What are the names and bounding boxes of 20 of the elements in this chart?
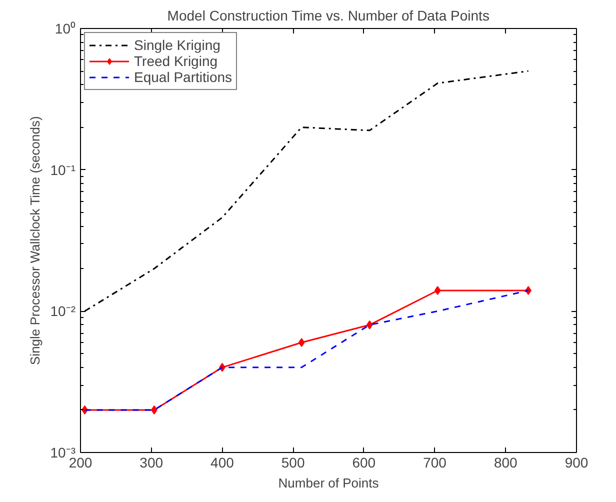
point: [366, 320, 373, 330]
x-tick-label: 400: [210, 454, 234, 470]
y-tick-label: 10⁰: [54, 20, 76, 36]
x-tick-label: 200: [68, 454, 92, 470]
legend-label: Equal Partitions: [134, 69, 232, 85]
legend-label: Single Kriging: [134, 37, 220, 53]
x-tick-label: 600: [352, 454, 376, 470]
x-tick-label: 800: [494, 454, 518, 470]
point: [298, 338, 305, 348]
x-tick-label: 300: [140, 454, 164, 470]
y-axis-title: Single Processor Wallclock Time (seconds): [27, 116, 42, 365]
x-tick-label: 700: [423, 454, 447, 470]
legend-label: Treed Kriging: [134, 53, 218, 69]
chart-title: Model Construction Time vs. Number of Data Points: [167, 8, 490, 24]
y-tick-label: 10⁻²: [50, 303, 76, 320]
x-tick-label: 900: [564, 454, 588, 470]
point: [434, 286, 441, 296]
x-axis-title: Number of Points: [278, 476, 380, 490]
y-tick-label: 10⁻¹: [50, 162, 76, 178]
x-tick-label: 500: [281, 454, 305, 470]
